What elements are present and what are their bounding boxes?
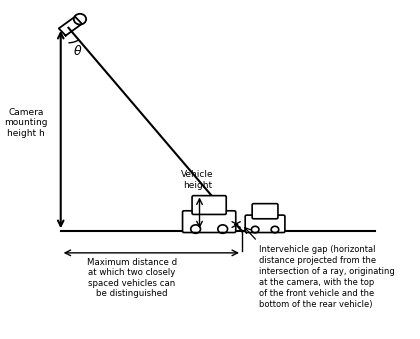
Text: Vehicle
height: Vehicle height: [181, 170, 214, 190]
FancyBboxPatch shape: [183, 211, 236, 233]
Text: Maximum distance d
at which two closely
spaced vehicles can
be distinguished: Maximum distance d at which two closely …: [87, 258, 177, 298]
Text: Intervehicle gap (horizontal
distance projected from the
intersection of a ray, : Intervehicle gap (horizontal distance pr…: [259, 244, 395, 309]
Text: θ: θ: [74, 45, 81, 58]
Text: Camera
mounting
height h: Camera mounting height h: [4, 108, 48, 138]
FancyBboxPatch shape: [252, 204, 278, 219]
FancyBboxPatch shape: [192, 196, 226, 215]
FancyBboxPatch shape: [245, 215, 285, 233]
